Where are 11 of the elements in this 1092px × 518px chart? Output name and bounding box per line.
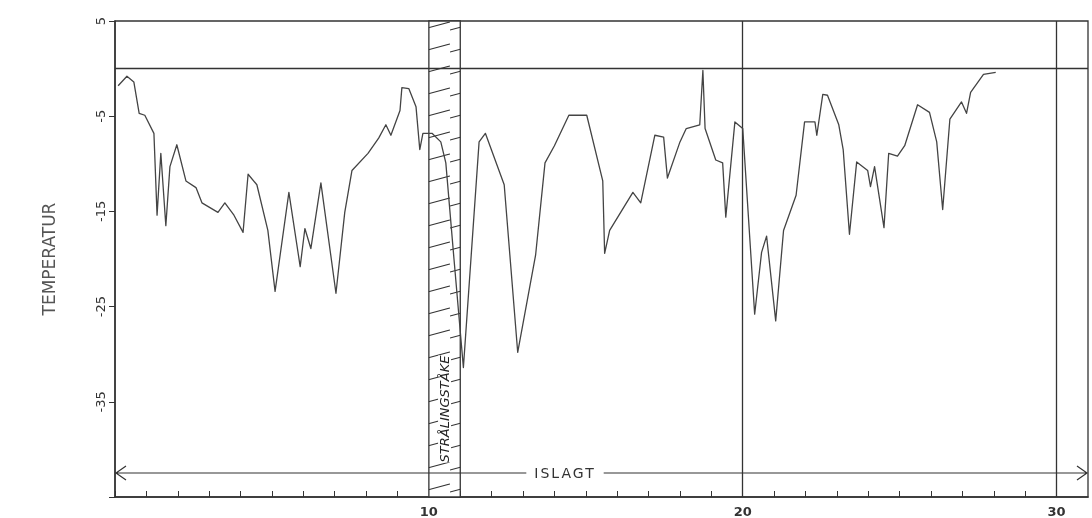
- x-tick-label: 30: [1047, 504, 1066, 518]
- annotation: ISLAGT: [534, 465, 596, 481]
- y-axis-title: TEMPERATUR: [38, 202, 59, 317]
- y-tick-label: -25: [93, 295, 108, 318]
- band-label: STRÅLINGSTÅKE: [437, 354, 453, 463]
- y-tick-label: -35: [93, 391, 108, 413]
- y-tick-label: 5: [93, 16, 108, 26]
- y-tick-label: -15: [93, 200, 108, 223]
- y-tick-label: -5: [93, 109, 108, 123]
- x-tick-label: 20: [733, 504, 752, 518]
- x-tick-label: 10: [419, 504, 438, 518]
